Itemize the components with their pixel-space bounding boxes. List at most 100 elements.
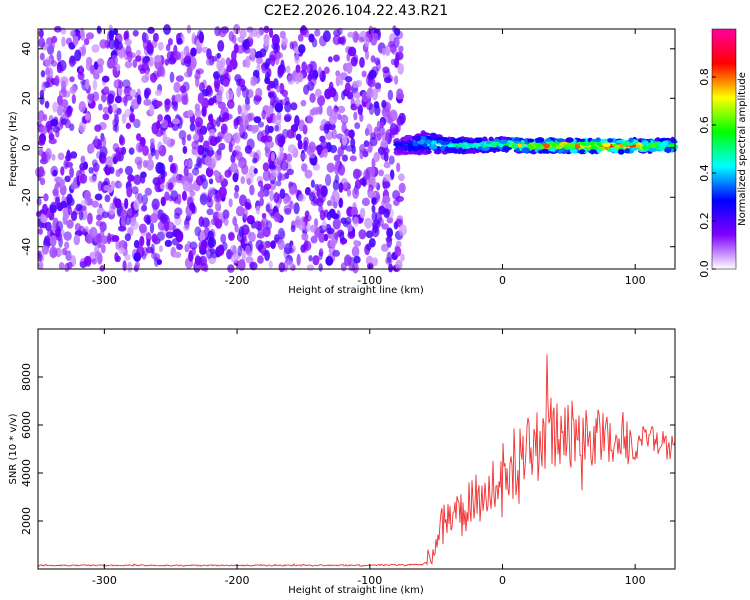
x-tick-label: 100 <box>625 574 646 587</box>
signal-blob <box>660 145 666 151</box>
noise-blob <box>167 182 174 191</box>
noise-blob <box>265 220 273 231</box>
signal-blob <box>400 136 410 142</box>
snr-frame <box>37 328 676 570</box>
noise-blob <box>301 232 309 241</box>
noise-blob <box>64 108 73 118</box>
noise-blob <box>87 93 95 101</box>
noise-blob <box>155 100 163 107</box>
noise-blob <box>235 205 245 217</box>
noise-blob <box>303 239 309 250</box>
noise-blob <box>319 210 326 221</box>
noise-blob <box>77 71 85 81</box>
noise-blob <box>394 246 402 257</box>
noise-blob <box>220 123 228 135</box>
signal-blob <box>447 143 454 148</box>
noise-blob <box>197 133 204 143</box>
noise-blob <box>132 29 139 37</box>
noise-blob <box>263 36 270 47</box>
noise-blob <box>53 176 62 183</box>
noise-blob <box>164 194 172 201</box>
signal-blob <box>435 136 443 141</box>
signal-blob <box>416 150 422 155</box>
noise-blob <box>123 95 128 107</box>
noise-blob <box>150 243 155 255</box>
noise-blob <box>318 232 326 243</box>
noise-blob <box>341 134 348 146</box>
noise-blob <box>178 129 187 140</box>
noise-blob <box>365 49 370 60</box>
noise-blob <box>334 231 339 240</box>
noise-blob <box>133 174 142 186</box>
signal-blob <box>589 140 595 146</box>
noise-blob <box>92 79 98 91</box>
noise-blob <box>371 204 376 213</box>
noise-blob <box>100 92 107 103</box>
noise-blob <box>244 103 251 111</box>
noise-blob <box>241 131 248 140</box>
noise-blob <box>371 88 379 101</box>
y-tick-label: 40 <box>20 42 33 56</box>
noise-blob <box>163 24 171 35</box>
noise-blob <box>37 253 43 262</box>
noise-blob <box>102 136 107 149</box>
noise-blob <box>168 154 174 163</box>
noise-blob <box>296 253 301 266</box>
noise-blob <box>330 236 337 248</box>
noise-blob <box>303 136 309 147</box>
noise-blob <box>233 120 239 130</box>
noise-blob <box>353 91 361 99</box>
noise-blob <box>208 135 214 146</box>
noise-blob <box>114 198 122 209</box>
noise-blob <box>257 190 266 198</box>
noise-blob <box>39 89 45 99</box>
noise-blob <box>344 82 352 95</box>
noise-blob <box>225 57 231 67</box>
noise-blob <box>323 233 329 242</box>
noise-blob <box>234 145 241 153</box>
noise-blob <box>154 55 162 63</box>
noise-blob <box>136 94 142 105</box>
noise-blob <box>84 112 91 121</box>
signal-blob <box>440 145 445 151</box>
noise-blob <box>189 202 196 212</box>
noise-blob <box>114 252 119 262</box>
signal-blob <box>602 142 611 148</box>
noise-blob <box>100 243 106 254</box>
noise-blob <box>394 28 401 37</box>
noise-blob <box>140 205 148 212</box>
noise-blob <box>383 76 392 84</box>
noise-blob <box>280 59 285 71</box>
noise-blob <box>164 58 170 66</box>
noise-blob <box>257 121 265 128</box>
noise-blob <box>285 153 293 163</box>
noise-blob <box>341 123 347 134</box>
noise-blob <box>157 41 164 51</box>
noise-blob <box>376 120 381 132</box>
noise-blob <box>54 75 60 87</box>
signal-blob <box>521 147 530 154</box>
noise-blob <box>323 123 330 134</box>
noise-blob <box>124 165 133 176</box>
noise-blob <box>205 57 213 66</box>
y-tick-label: -20 <box>20 188 33 206</box>
noise-blob <box>363 169 370 180</box>
noise-blob <box>304 169 313 179</box>
noise-blob <box>199 193 208 206</box>
noise-blob <box>41 245 50 255</box>
noise-blob <box>367 190 377 198</box>
noise-blob <box>114 123 119 133</box>
noise-blob <box>281 36 288 46</box>
signal-blob <box>481 146 490 151</box>
noise-blob <box>131 186 139 195</box>
noise-blob <box>184 59 192 68</box>
noise-blob <box>101 211 109 219</box>
figure-title: C2E2.2026.104.22.43.R21 <box>264 3 448 19</box>
noise-blob <box>118 225 127 232</box>
noise-blob <box>228 30 235 42</box>
noise-blob <box>267 105 274 115</box>
noise-blob <box>365 243 372 251</box>
noise-blob <box>199 255 208 267</box>
noise-blob <box>164 98 172 110</box>
noise-blob <box>358 229 367 240</box>
